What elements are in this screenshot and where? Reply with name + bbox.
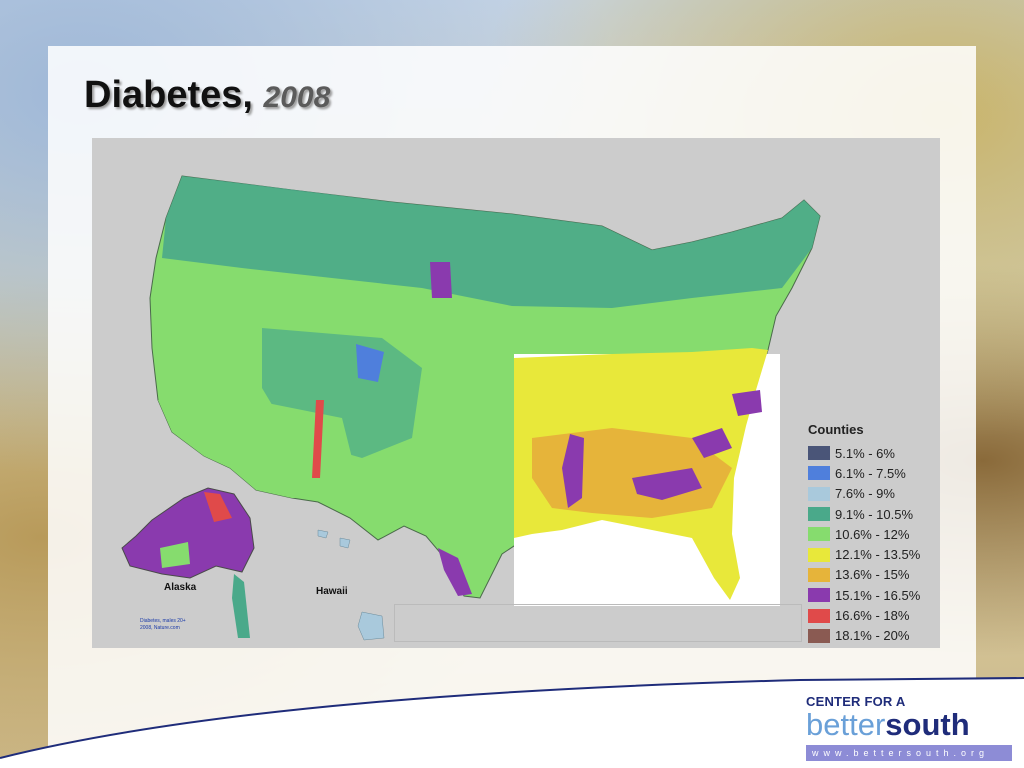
alaska-red [204,492,232,522]
arizona-red [312,400,324,478]
legend-swatch [808,588,830,603]
logo-center-for-a-better-south: CENTER FOR A bettersouth www.bettersouth… [806,694,1018,766]
legend-swatch [808,507,830,522]
legend-title: Counties [808,422,864,437]
legend: Counties 5.1% - 6% 6.1% - 7.5% 7.6% - 9% 9.… [808,422,938,646]
legend-swatch [808,466,830,481]
northern-region [162,176,820,308]
legend-item: 6.1% - 7.5% [808,463,938,483]
legend-items: 5.1% - 6% 6.1% - 7.5% 7.6% - 9% 9.1% - 10.5… [808,443,938,646]
texas-border-purple [438,548,472,596]
legend-item: 12.1% - 13.5% [808,544,938,564]
legend-swatch [808,608,830,623]
legend-label: 6.1% - 7.5% [835,465,906,481]
legend-label: 18.1% - 20% [835,628,910,644]
legend-label: 13.6% - 15% [835,567,910,583]
legend-item: 13.6% - 15% [808,565,938,585]
legend-label: 9.1% - 10.5% [835,506,914,522]
legend-item: 15.1% - 16.5% [808,585,938,605]
logo-better: better [806,707,886,742]
source-box [394,604,802,642]
legend-item: 5.1% - 6% [808,443,938,463]
alaska-shape [121,487,255,579]
legend-item: 18.1% - 20% [808,626,938,646]
legend-swatch [808,547,830,562]
legend-swatch [808,486,830,501]
legend-label: 16.6% - 18% [835,608,910,624]
legend-item: 10.6% - 12% [808,524,938,544]
legend-label: 15.1% - 16.5% [835,587,921,603]
logo-south: south [885,707,970,742]
legend-swatch [808,446,830,461]
hawaii-islands [317,529,385,641]
alaska-panhandle [232,574,250,638]
source-line-2: 2008, Nature.com [140,625,180,631]
logo-url: www.bettersouth.org [806,745,1012,761]
diabetes-map: Diabetes, males 20+ 2008, Nature.com Ala… [92,138,940,648]
legend-swatch [808,567,830,582]
colorado-blue [356,344,384,382]
legend-swatch [808,628,830,643]
legend-swatch [808,527,830,542]
logo-top-text: CENTER FOR A [806,694,906,709]
source-note: Diabetes, males 20+ 2008, Nature.com [140,618,186,632]
decorative-curve [0,677,1024,768]
alabama-georgia-purple [632,468,702,500]
hawaii-label: Hawaii [316,586,348,597]
legend-item: 9.1% - 10.5% [808,504,938,524]
us-county-map [121,175,821,641]
carolina-purple [692,428,732,458]
legend-item: 16.6% - 18% [808,605,938,625]
title-main: Diabetes, [84,74,253,116]
alaska-green [160,542,190,568]
logo-wordmark: bettersouth [806,709,1018,741]
alaska-label: Alaska [164,582,197,593]
slide-title: Diabetes, 2008 [84,74,330,117]
legend-label: 7.6% - 9% [835,486,895,502]
legend-label: 12.1% - 13.5% [835,547,921,563]
virginia-purple [732,390,762,416]
delta-purple [562,434,584,508]
legend-item: 7.6% - 9% [808,484,938,504]
source-line-1: Diabetes, males 20+ [140,618,186,624]
legend-label: 5.1% - 6% [835,445,895,461]
southwest-region [158,398,362,498]
legend-label: 10.6% - 12% [835,526,910,542]
south-dakota-purple [430,262,452,298]
title-year: 2008 [263,81,331,114]
